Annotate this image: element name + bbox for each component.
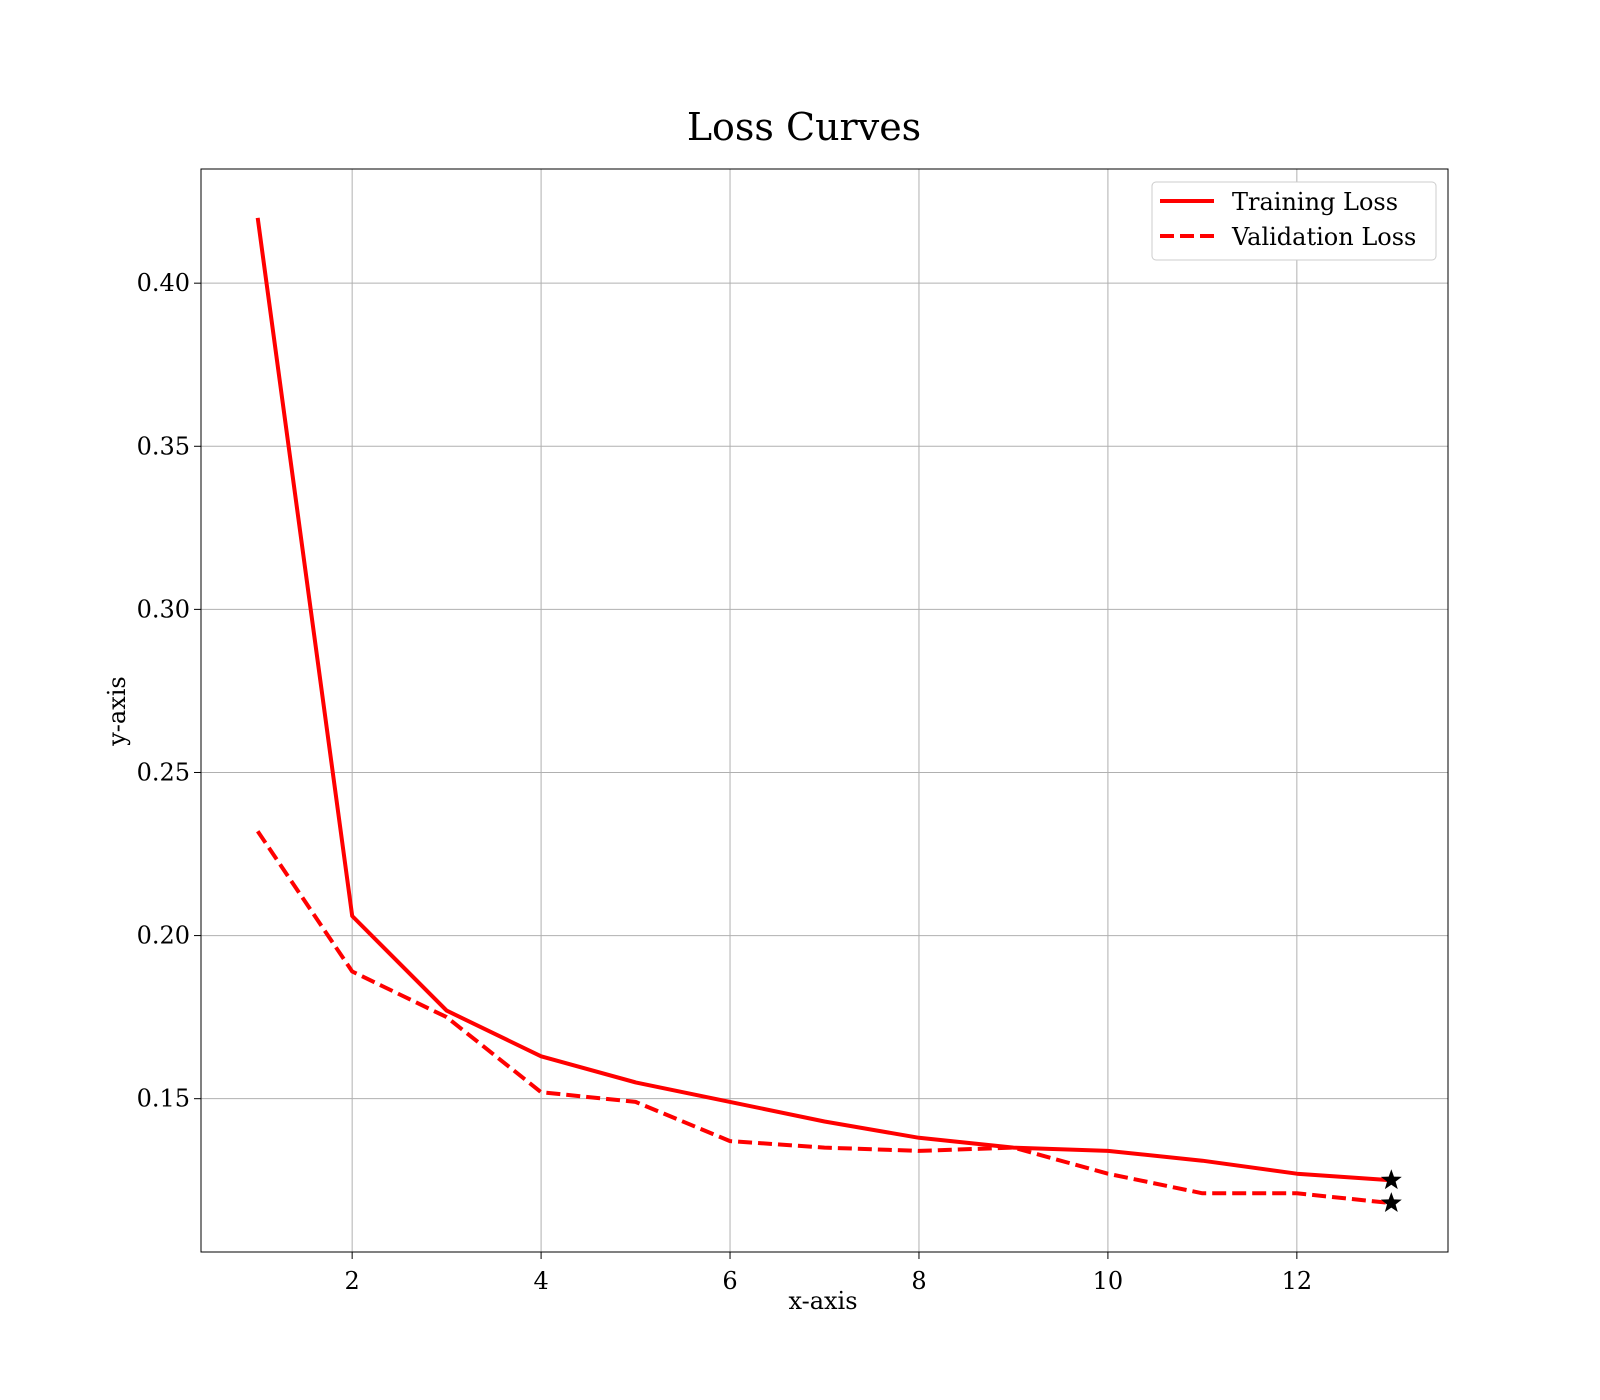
legend-validation-label: Validation Loss xyxy=(1231,223,1416,251)
plot-frame xyxy=(200,168,1449,1253)
x-tick-label: 8 xyxy=(911,1267,926,1295)
y-tick-label: 0.20 xyxy=(137,922,190,950)
legend: Training Loss Validation Loss xyxy=(1151,181,1437,261)
y-tick-label: 0.35 xyxy=(137,432,190,460)
legend-training-label: Training Loss xyxy=(1232,188,1398,216)
x-tick-label: 4 xyxy=(533,1267,548,1295)
x-tick-label: 12 xyxy=(1282,1267,1313,1295)
legend-box xyxy=(1151,181,1437,261)
x-tick-label: 2 xyxy=(345,1267,360,1295)
x-tick-label: 10 xyxy=(1093,1267,1124,1295)
star-marker-validation-loss xyxy=(1380,1192,1402,1212)
star-marker-training-loss xyxy=(1380,1169,1402,1190)
x-tick-label: 6 xyxy=(722,1267,737,1295)
y-axis-ticks: 0.15 0.20 0.25 0.30 0.35 0.40 xyxy=(137,269,201,1113)
y-tick-label: 0.15 xyxy=(137,1085,190,1113)
y-tick-label: 0.40 xyxy=(137,269,190,297)
marker-layer xyxy=(1380,1169,1402,1212)
series-layer xyxy=(255,217,1392,1206)
y-axis-label: y-axis xyxy=(103,676,131,747)
series-line-validation-loss xyxy=(256,830,1392,1206)
grid-lines xyxy=(201,169,1448,1252)
chart-title: Loss Curves xyxy=(687,105,921,149)
series-line-training-loss xyxy=(255,217,1392,1183)
x-axis-label: x-axis xyxy=(788,1287,857,1315)
x-axis-ticks: 2 4 6 8 10 12 xyxy=(345,1252,1313,1295)
y-tick-label: 0.30 xyxy=(137,595,190,623)
y-tick-label: 0.25 xyxy=(137,758,190,786)
